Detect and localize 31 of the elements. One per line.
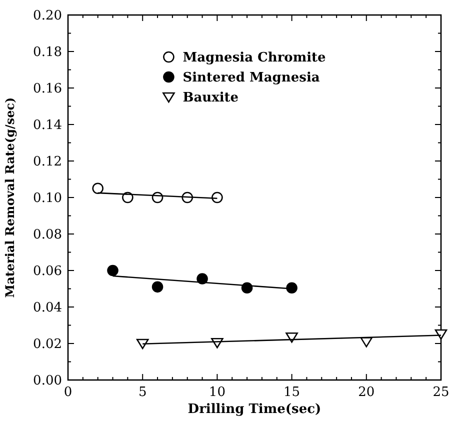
y-tick-label: 0.02: [33, 337, 62, 352]
point: [152, 281, 164, 293]
point: [434, 329, 448, 340]
y-tick-label: 0.04: [33, 300, 62, 316]
point: [286, 282, 298, 294]
y-tick-label: 0.20: [33, 8, 62, 24]
x-tick-label: 20: [358, 385, 375, 400]
y-tick-label: 0.14: [33, 118, 62, 133]
x-tick-label: 25: [432, 385, 450, 400]
point: [92, 182, 104, 194]
x-axis-title: Drilling Time(sec): [188, 402, 322, 417]
y-tick-label: 0.00: [33, 374, 62, 388]
point: [286, 332, 298, 343]
y-tick-label: 0.08: [33, 228, 62, 242]
x-tick-label: 10: [208, 385, 226, 400]
x-tick-label: 5: [138, 385, 147, 400]
point: [196, 273, 208, 284]
point: [136, 338, 149, 350]
y-axis-title: Material Removal Rate(g/sec): [3, 97, 17, 298]
y-tick-label: 0.18: [33, 45, 62, 60]
legend-label: Bauxite: [182, 90, 239, 106]
legend-label: Sintered Magnesia: [182, 70, 320, 86]
y-tick-label: 0.06: [33, 264, 62, 279]
point: [107, 264, 118, 276]
y-tick-label: 0.16: [33, 82, 62, 96]
y-tick-label: 0.10: [33, 191, 62, 206]
x-tick-label: 15: [284, 385, 300, 400]
y-tick-label: 0.12: [33, 154, 62, 170]
point: [212, 192, 223, 204]
x-tick-label: 0: [64, 385, 72, 400]
legend-label: Magnesia Chromite: [182, 50, 326, 66]
